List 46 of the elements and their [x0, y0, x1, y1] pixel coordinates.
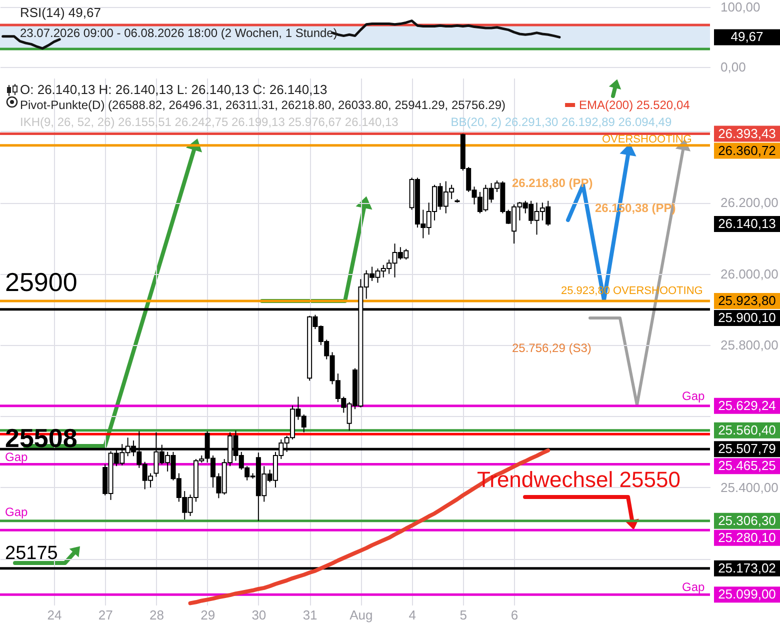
legend-label: EMA(200) 25.520,04 — [579, 98, 690, 112]
ref-line-label: 26.360,72 — [718, 142, 776, 158]
x-tick-label: Aug — [350, 608, 373, 622]
ref-line-label: 25.306,30 — [718, 512, 776, 528]
chart-title: RSI(14) 49,67 — [20, 5, 101, 20]
x-tick-label: 5 — [460, 608, 468, 622]
x-tick-label: 28 — [149, 608, 164, 622]
text: Pivot-Punkte(D) (26588.82, 26496.31, 26311.31, 26218.80, 26033.80, 25941.29, 25756.29) — [20, 98, 506, 112]
text: 49,67 — [730, 29, 764, 44]
y-tick-label: 25.800,00 — [720, 338, 778, 353]
annotation: 26.218,80 (PP) — [512, 176, 593, 190]
annotation: 25900 — [5, 267, 78, 297]
ref-line-label: 25.099,00 — [718, 586, 776, 602]
annotation: IKH(9, 26, 52, 26) 26.155,51 26.242,75 26.199,13 25.976,67 26.140,13 — [20, 115, 399, 129]
annotation: Gap — [682, 580, 706, 594]
annotation: OVERSHOOTING — [602, 134, 692, 146]
x-tick-label: 27 — [98, 608, 113, 622]
ref-line-label: 26.393,43 — [718, 126, 776, 141]
x-tick-label: 29 — [200, 608, 216, 622]
text: 23.07.2026 09:00 - 06.08.2026 18:00 (2 Wochen, 1 Stunde) — [20, 26, 338, 40]
ref-line-label: 25.923,80 — [718, 292, 776, 308]
annotation: 25.756,29 (S3) — [512, 341, 592, 355]
ref-line-label: 25.507,79 — [718, 441, 776, 456]
y-tick-label: 25.400,00 — [720, 480, 778, 495]
y-tick-label: 26.200,00 — [720, 195, 778, 210]
annotation: Gap — [5, 450, 28, 464]
ref-line-label: 25.280,10 — [718, 530, 776, 545]
ref-line-label: 25.900,10 — [718, 310, 776, 325]
annotation: BB(20, 2) 26.291,30 26.192,89 26.094,49 — [450, 115, 672, 129]
x-tick-label: 31 — [302, 608, 318, 622]
annotation: Gap — [5, 505, 28, 519]
x-tick-label: 4 — [408, 608, 416, 622]
y-tick-label: 0,00 — [720, 60, 746, 74]
annotation: Gap — [682, 389, 706, 403]
x-tick-label: 30 — [252, 608, 266, 622]
x-tick-label: 24 — [47, 608, 62, 622]
ref-line-label: 25.560,40 — [718, 422, 776, 438]
x-tick-label: 6 — [510, 608, 518, 622]
ref-line-label: 25.465,25 — [718, 458, 776, 474]
ref-line-label: 25.629,24 — [718, 398, 776, 413]
y-tick-label: 100,00 — [720, 0, 760, 14]
chart-title: O: 26.140,13 H: 26.140,13 L: 26.140,13 C: 26.140,13 — [20, 82, 328, 97]
annotation: 25175 — [5, 543, 58, 564]
ref-line-label: 25.173,02 — [718, 560, 776, 576]
y-tick-label: 26.000,00 — [720, 266, 778, 282]
text: 26.140,13 — [718, 216, 776, 231]
